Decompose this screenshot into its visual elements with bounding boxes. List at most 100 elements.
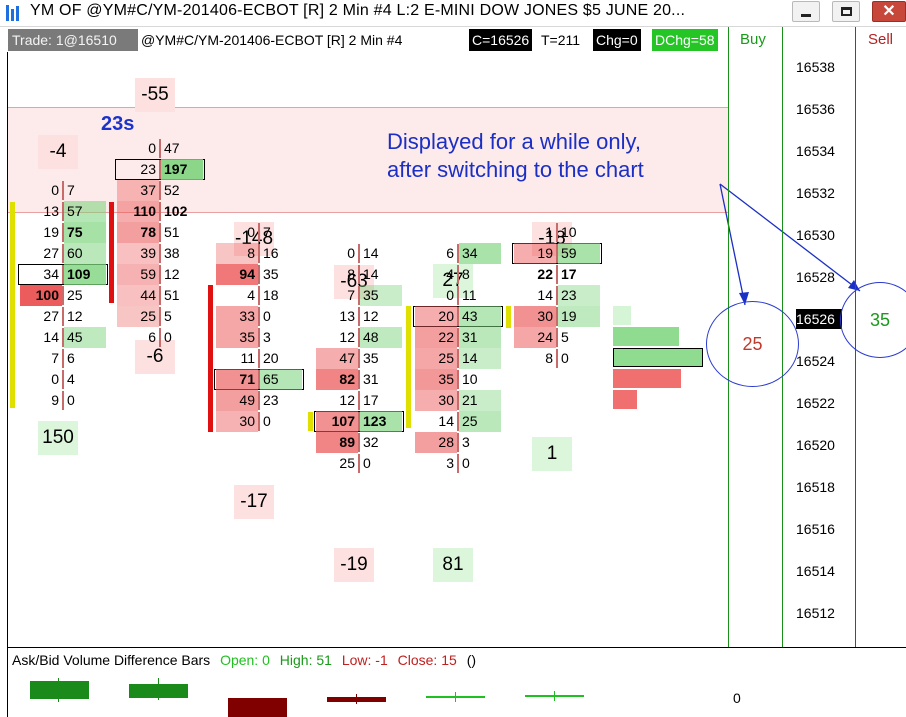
bar-separator: [457, 349, 459, 368]
annotation-text: Displayed for a while only, after switch…: [387, 128, 644, 184]
bar-separator: [159, 328, 161, 347]
ask-volume: 14: [537, 287, 553, 303]
title-bar: YM OF @YM#C/YM-201406-ECBOT [R] 2 Min #4…: [0, 0, 906, 27]
bar-separator: [258, 412, 260, 431]
ask-volume: 22: [537, 266, 553, 282]
bar-separator: [358, 307, 360, 326]
ask-volume: 7: [347, 287, 355, 303]
daily-change-badge: DChg=58: [652, 29, 718, 51]
bid-volume: 12: [67, 308, 83, 324]
ask-volume: 28: [415, 432, 457, 453]
ask-volume: 0: [51, 182, 59, 198]
volume-bar: [109, 202, 114, 303]
symbol-info: @YM#C/YM-201406-ECBOT [R] 2 Min #4: [141, 32, 403, 48]
minimize-button[interactable]: [792, 1, 820, 22]
price-label: 16518: [796, 479, 835, 495]
ask-volume: 59: [117, 264, 159, 285]
maximize-button[interactable]: [832, 1, 860, 22]
bar-separator: [62, 391, 64, 410]
indicator-bar: [228, 698, 287, 717]
bar-separator: [62, 307, 64, 326]
ask-volume: 7: [51, 350, 59, 366]
ask-volume: 12: [339, 392, 355, 408]
bar-separator: [159, 202, 161, 221]
bar-bottom-delta: 1: [532, 437, 572, 471]
sell-order-circle[interactable]: 35: [840, 282, 906, 358]
indicator-high: High: 51: [279, 652, 332, 668]
close-button[interactable]: ✕: [872, 1, 906, 22]
bid-volume: 7: [67, 182, 75, 198]
bar-separator: [457, 265, 459, 284]
bid-volume: 51: [164, 287, 180, 303]
bid-volume: 102: [164, 203, 188, 219]
price-label: 16516: [796, 521, 835, 537]
bid-volume: 52: [164, 182, 180, 198]
ask-volume: 19: [514, 243, 556, 264]
annotation-line-1: Displayed for a while only,: [387, 129, 641, 154]
ask-volume: 22: [415, 327, 457, 348]
bar-separator: [556, 307, 558, 326]
price-label: 16512: [796, 605, 835, 621]
ask-volume: 47: [316, 348, 358, 369]
bar-separator: [358, 265, 360, 284]
bid-volume: 14: [459, 348, 501, 369]
price-label: 16522: [796, 395, 835, 411]
bid-volume: 57: [64, 201, 106, 222]
imbalance-box: [413, 306, 503, 327]
tick-count: T=211: [541, 32, 581, 48]
bar-separator: [358, 349, 360, 368]
bar-separator: [556, 244, 558, 263]
bid-volume: 38: [164, 245, 180, 261]
ask-volume: 6: [148, 329, 156, 345]
bar-top-delta: -63: [334, 265, 374, 299]
bar-bottom-delta: 81: [433, 548, 473, 582]
chart-left-border: [7, 52, 8, 717]
bid-volume: 35: [263, 266, 279, 282]
ask-volume: 30: [415, 390, 457, 411]
bid-volume: 8: [462, 266, 470, 282]
price-label: 16534: [796, 143, 835, 159]
bid-volume: 31: [459, 327, 501, 348]
ask-volume: 34: [43, 266, 59, 282]
ask-volume: 24: [514, 327, 556, 348]
volume-profile-bar: [613, 306, 631, 325]
bar-separator: [62, 370, 64, 389]
ask-volume: 94: [216, 264, 258, 285]
ask-volume: 0: [446, 287, 454, 303]
bar-bottom-delta: -6: [135, 340, 175, 374]
bid-volume: 35: [360, 285, 402, 306]
volume-bar: [506, 306, 511, 328]
bid-volume: 21: [459, 390, 501, 411]
bar-timer: 23s: [101, 113, 135, 135]
bar-separator: [457, 391, 459, 410]
bar-separator: [358, 370, 360, 389]
bar-separator: [62, 328, 64, 347]
bid-volume: 14: [363, 245, 379, 261]
bid-volume: 0: [263, 308, 271, 324]
bar-separator: [62, 223, 64, 242]
ask-volume: 30: [216, 411, 258, 432]
bar-top-delta: -148: [234, 222, 274, 256]
ask-volume: 35: [415, 369, 457, 390]
bid-volume: 10: [561, 224, 577, 240]
bid-volume: 60: [64, 243, 106, 264]
bar-separator: [258, 286, 260, 305]
bid-volume: 11: [462, 287, 477, 303]
ask-volume: 13: [43, 203, 59, 219]
indicator-panel: Ask/Bid Volume Difference Bars Open: 0 H…: [8, 647, 728, 717]
ask-volume: 1: [545, 224, 553, 240]
change-badge: Chg=0: [593, 29, 641, 51]
ask-volume: 0: [51, 371, 59, 387]
ask-volume: 35: [216, 327, 258, 348]
bar-separator: [62, 202, 64, 221]
bar-separator: [258, 391, 260, 410]
ask-volume: 0: [347, 245, 355, 261]
ask-volume: 33: [216, 306, 258, 327]
buy-order-circle[interactable]: 25: [706, 301, 799, 387]
bar-separator: [457, 454, 459, 473]
volume-bar: [406, 306, 411, 428]
bar-separator: [159, 286, 161, 305]
bar-separator: [258, 328, 260, 347]
bid-volume: 4: [67, 371, 75, 387]
bar-separator: [358, 391, 360, 410]
